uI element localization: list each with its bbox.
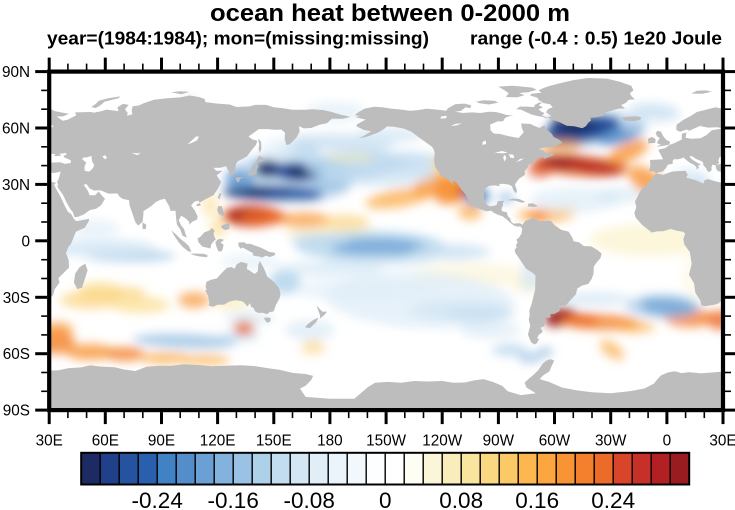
svg-text:0: 0 — [663, 433, 672, 450]
svg-text:-0.24: -0.24 — [132, 488, 183, 510]
svg-text:180: 180 — [317, 433, 343, 450]
svg-text:0.16: 0.16 — [515, 488, 559, 510]
svg-text:-0.16: -0.16 — [208, 488, 259, 510]
svg-text:90E: 90E — [148, 433, 175, 450]
svg-text:60W: 60W — [539, 433, 571, 450]
svg-text:90N: 90N — [2, 64, 30, 81]
svg-text:ocean heat between 0-2000 m: ocean heat between 0-2000 m — [210, 0, 570, 27]
svg-text:150W: 150W — [366, 433, 407, 450]
svg-text:0: 0 — [21, 233, 30, 250]
svg-text:-0.08: -0.08 — [284, 488, 335, 510]
svg-text:120E: 120E — [200, 433, 236, 450]
svg-text:30N: 30N — [2, 177, 30, 194]
svg-text:range (-0.4 : 0.5) 1e20 Joule: range (-0.4 : 0.5) 1e20 Joule — [470, 28, 722, 49]
svg-text:year=(1984:1984); mon=(missing: year=(1984:1984); mon=(missing:missing) — [47, 28, 429, 49]
svg-text:30E: 30E — [709, 433, 735, 450]
svg-text:60E: 60E — [92, 433, 119, 450]
svg-text:0.24: 0.24 — [591, 488, 635, 510]
svg-text:90W: 90W — [483, 433, 515, 450]
svg-text:30W: 30W — [595, 433, 627, 450]
svg-text:60N: 60N — [2, 121, 30, 138]
svg-text:90S: 90S — [3, 403, 30, 420]
svg-text:0.08: 0.08 — [439, 488, 483, 510]
svg-text:150E: 150E — [256, 433, 292, 450]
svg-text:30S: 30S — [3, 290, 30, 307]
svg-text:0: 0 — [379, 488, 392, 510]
svg-text:30E: 30E — [36, 433, 63, 450]
svg-text:120W: 120W — [422, 433, 463, 450]
svg-text:60S: 60S — [3, 346, 30, 363]
